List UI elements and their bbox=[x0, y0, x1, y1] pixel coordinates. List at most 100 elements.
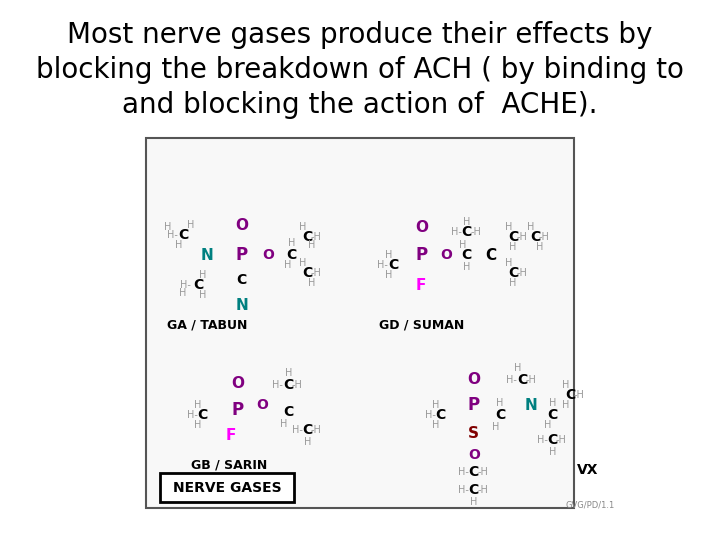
Text: H: H bbox=[284, 368, 292, 378]
Text: C: C bbox=[508, 266, 518, 280]
Text: N: N bbox=[200, 247, 213, 262]
Text: C: C bbox=[302, 266, 312, 280]
Text: H: H bbox=[288, 238, 295, 248]
Text: Most nerve gases produce their effects by: Most nerve gases produce their effects b… bbox=[67, 21, 653, 49]
Text: blocking the breakdown of ACH ( by binding to: blocking the breakdown of ACH ( by bindi… bbox=[36, 56, 684, 84]
Text: H: H bbox=[194, 400, 202, 410]
Text: N: N bbox=[524, 397, 537, 413]
Text: H: H bbox=[505, 258, 513, 268]
Text: H: H bbox=[433, 400, 440, 410]
Text: -H: -H bbox=[470, 227, 481, 237]
Text: C: C bbox=[565, 388, 575, 402]
Text: -H: -H bbox=[516, 268, 527, 278]
Text: C: C bbox=[547, 408, 558, 422]
Text: O: O bbox=[467, 372, 480, 387]
Text: H: H bbox=[505, 222, 513, 232]
Text: H: H bbox=[199, 270, 206, 280]
Text: C: C bbox=[547, 433, 558, 447]
Text: C: C bbox=[530, 230, 540, 244]
Text: H: H bbox=[496, 398, 504, 408]
Text: H-: H- bbox=[292, 425, 302, 435]
Text: H: H bbox=[163, 222, 171, 232]
Text: H: H bbox=[536, 242, 543, 252]
Text: O: O bbox=[256, 398, 268, 412]
Text: P: P bbox=[235, 246, 248, 264]
Text: GVG/PD/1.1: GVG/PD/1.1 bbox=[566, 501, 615, 510]
Text: H: H bbox=[280, 419, 287, 429]
Text: C: C bbox=[237, 273, 247, 287]
Text: and blocking the action of  ACHE).: and blocking the action of ACHE). bbox=[122, 91, 598, 119]
Text: H: H bbox=[510, 278, 517, 288]
FancyBboxPatch shape bbox=[160, 473, 294, 502]
Text: H-: H- bbox=[536, 435, 547, 445]
Text: C: C bbox=[508, 230, 518, 244]
Text: H: H bbox=[194, 420, 202, 430]
Text: C: C bbox=[388, 258, 398, 272]
Text: H-: H- bbox=[186, 410, 197, 420]
Text: H-: H- bbox=[181, 280, 192, 290]
Text: P: P bbox=[468, 396, 480, 414]
Text: H-: H- bbox=[458, 467, 469, 477]
Text: H: H bbox=[549, 447, 557, 457]
Text: C: C bbox=[436, 408, 446, 422]
Text: C: C bbox=[302, 230, 312, 244]
Text: F: F bbox=[416, 278, 426, 293]
Text: O: O bbox=[468, 448, 480, 462]
Text: H-: H- bbox=[458, 485, 469, 495]
Text: F: F bbox=[225, 428, 235, 442]
Text: H-: H- bbox=[451, 227, 462, 237]
FancyBboxPatch shape bbox=[145, 138, 575, 508]
Text: H-: H- bbox=[425, 410, 436, 420]
Text: C: C bbox=[462, 225, 472, 239]
Text: NERVE GASES: NERVE GASES bbox=[173, 481, 282, 495]
Text: H: H bbox=[527, 222, 534, 232]
Text: VX: VX bbox=[577, 463, 598, 477]
Text: H: H bbox=[199, 290, 206, 300]
Text: H: H bbox=[433, 420, 440, 430]
Text: C: C bbox=[193, 278, 203, 292]
Text: H: H bbox=[308, 240, 315, 250]
Text: O: O bbox=[262, 248, 274, 262]
Text: H: H bbox=[463, 217, 470, 227]
Text: P: P bbox=[415, 246, 428, 264]
Text: C: C bbox=[283, 405, 293, 419]
Text: S: S bbox=[468, 426, 480, 441]
Text: H: H bbox=[175, 240, 183, 250]
Text: O: O bbox=[235, 218, 248, 233]
Text: H: H bbox=[544, 420, 552, 430]
Text: H: H bbox=[463, 262, 470, 272]
Text: C: C bbox=[469, 465, 479, 479]
Text: C: C bbox=[302, 423, 312, 437]
Text: C: C bbox=[178, 228, 189, 242]
Text: -H: -H bbox=[311, 425, 322, 435]
Text: H: H bbox=[492, 422, 500, 432]
Text: H: H bbox=[562, 400, 570, 410]
Text: C: C bbox=[283, 378, 293, 392]
Text: -H: -H bbox=[311, 232, 322, 242]
Text: GD / SUMAN: GD / SUMAN bbox=[379, 319, 464, 332]
Text: -H: -H bbox=[311, 268, 322, 278]
Text: H: H bbox=[300, 258, 307, 268]
Text: GB / SARIN: GB / SARIN bbox=[191, 458, 267, 471]
Text: GA / TABUN: GA / TABUN bbox=[166, 319, 247, 332]
Text: H: H bbox=[510, 242, 517, 252]
Text: H-: H- bbox=[167, 230, 178, 240]
Text: H: H bbox=[284, 260, 291, 270]
Text: H-: H- bbox=[272, 380, 283, 390]
Text: H: H bbox=[304, 437, 311, 447]
Text: H: H bbox=[300, 222, 307, 232]
Text: P: P bbox=[231, 401, 243, 419]
Text: H: H bbox=[514, 363, 521, 373]
Text: H: H bbox=[385, 270, 392, 280]
Text: H: H bbox=[459, 240, 466, 250]
Text: C: C bbox=[495, 408, 505, 422]
Text: H: H bbox=[470, 497, 477, 507]
Text: C: C bbox=[486, 247, 497, 262]
Text: -H: -H bbox=[556, 435, 567, 445]
Text: N: N bbox=[235, 298, 248, 313]
Text: H: H bbox=[549, 398, 557, 408]
Text: O: O bbox=[415, 219, 428, 234]
Text: H: H bbox=[179, 288, 186, 298]
Text: C: C bbox=[517, 373, 527, 387]
Text: C: C bbox=[462, 248, 472, 262]
